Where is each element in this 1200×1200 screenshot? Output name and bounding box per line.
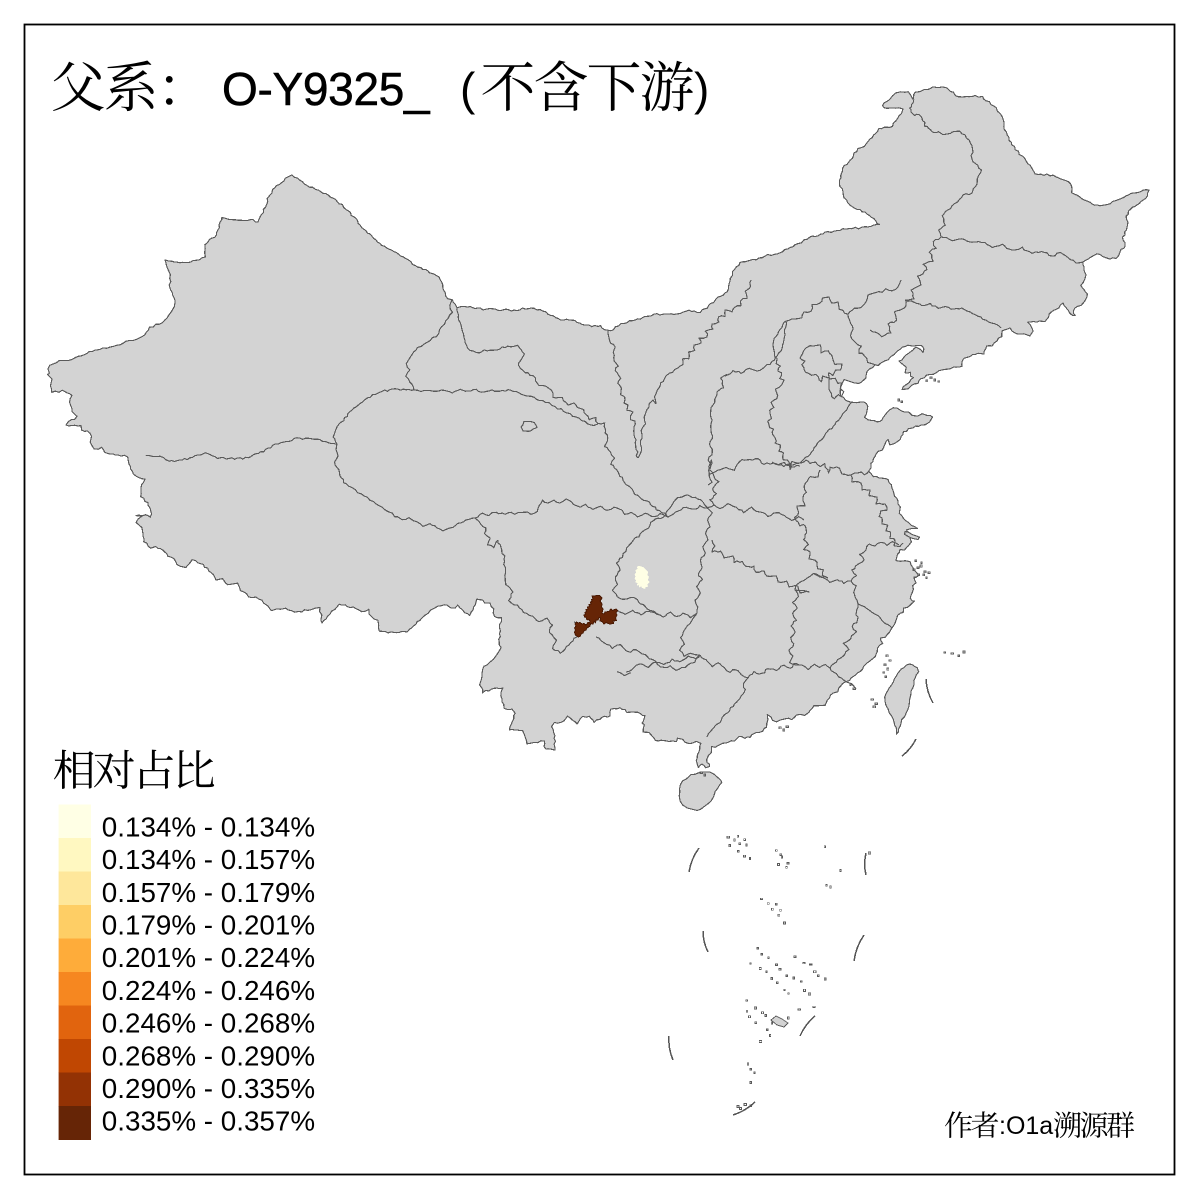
svg-text:0.201% - 0.224%: 0.201% - 0.224% — [102, 942, 315, 973]
svg-text:0.290% - 0.335%: 0.290% - 0.335% — [102, 1073, 315, 1104]
svg-text:0.134% - 0.157%: 0.134% - 0.157% — [102, 844, 315, 875]
svg-text::O1a: :O1a — [999, 1112, 1053, 1140]
svg-text:0.268% - 0.290%: 0.268% - 0.290% — [102, 1040, 315, 1071]
svg-text:O-Y9325_: O-Y9325_ — [222, 63, 431, 115]
svg-text:0.179% - 0.201%: 0.179% - 0.201% — [102, 910, 315, 941]
svg-text:0.335% - 0.357%: 0.335% - 0.357% — [102, 1106, 315, 1137]
svg-text:0.246% - 0.268%: 0.246% - 0.268% — [102, 1008, 315, 1039]
svg-text:): ) — [694, 63, 709, 115]
svg-text:0.134% - 0.134%: 0.134% - 0.134% — [102, 811, 315, 842]
svg-text:0.224% - 0.246%: 0.224% - 0.246% — [102, 975, 315, 1006]
svg-text:0.157% - 0.179%: 0.157% - 0.179% — [102, 877, 315, 908]
svg-text:(: ( — [460, 63, 476, 115]
